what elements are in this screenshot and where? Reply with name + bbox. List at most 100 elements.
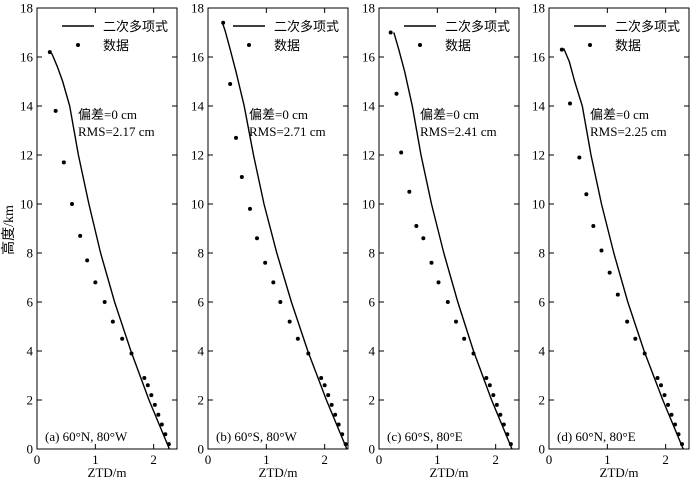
- data-point: [559, 47, 564, 52]
- x-axis-label: ZTD/m: [430, 465, 469, 480]
- panel-label: (b) 60°S, 80°W: [216, 429, 298, 444]
- data-point: [494, 402, 499, 407]
- data-point: [676, 432, 681, 437]
- plot-frame: [207, 7, 349, 450]
- y-tick-label: 0: [539, 442, 546, 457]
- y-tick-label: 2: [369, 393, 376, 408]
- y-tick-label: 4: [539, 344, 546, 359]
- data-point: [61, 160, 66, 165]
- data-point: [633, 336, 638, 341]
- data-point: [47, 50, 52, 55]
- y-tick-label: 18: [191, 1, 204, 16]
- data-point: [234, 135, 238, 140]
- data-point: [436, 280, 441, 285]
- data-point: [239, 175, 244, 180]
- bias-annotation: 偏差=0 cm: [420, 107, 479, 122]
- y-tick-label: 14: [191, 99, 205, 114]
- data-point: [271, 280, 276, 285]
- y-tick-label: 8: [198, 246, 205, 261]
- rms-annotation: RMS=2.17 cm: [78, 124, 155, 139]
- data-point: [491, 393, 496, 398]
- data-point: [584, 192, 589, 197]
- data-point: [471, 351, 476, 356]
- data-point: [615, 292, 620, 297]
- data-point: [429, 260, 434, 265]
- data-point: [501, 422, 506, 427]
- data-point: [120, 336, 125, 341]
- data-point: [343, 442, 348, 447]
- y-tick-label: 14: [362, 99, 376, 114]
- legend-point-label: 数据: [103, 38, 129, 53]
- x-tick-label: 0: [34, 452, 41, 467]
- y-tick-label: 10: [191, 197, 204, 212]
- data-point: [110, 319, 115, 324]
- data-point: [221, 20, 226, 25]
- bias-annotation: 偏差=0 cm: [78, 107, 137, 122]
- data-point: [568, 101, 572, 106]
- y-tick-label: 0: [27, 442, 34, 457]
- y-tick-label: 16: [20, 50, 34, 65]
- data-point: [445, 300, 450, 304]
- x-tick-label: 2: [492, 452, 499, 467]
- data-point: [487, 383, 492, 388]
- series-line-quadratic: [392, 32, 513, 450]
- legend-line-label: 二次多项式: [103, 19, 168, 34]
- legend-point-label: 数据: [445, 38, 471, 53]
- legend-line-label: 二次多项式: [274, 19, 339, 34]
- data-point: [662, 393, 667, 398]
- data-point: [505, 432, 510, 437]
- y-tick-label: 0: [369, 442, 376, 457]
- data-point: [680, 442, 684, 447]
- y-tick-label: 10: [532, 197, 545, 212]
- legend-line-label: 二次多项式: [615, 19, 680, 34]
- data-point: [159, 422, 164, 427]
- y-tick-label: 18: [20, 1, 33, 16]
- x-axis-label: ZTD/m: [259, 465, 298, 480]
- data-point: [669, 412, 674, 417]
- y-tick-label: 2: [27, 393, 34, 408]
- data-point: [484, 375, 489, 380]
- data-point: [498, 412, 503, 417]
- y-tick-label: 6: [369, 295, 376, 310]
- y-tick-label: 14: [532, 99, 546, 114]
- data-point: [333, 412, 338, 417]
- y-tick-label: 10: [362, 197, 375, 212]
- data-point: [319, 375, 324, 380]
- legend-line-label: 二次多项式: [445, 19, 510, 34]
- y-tick-label: 8: [27, 246, 34, 261]
- data-point: [577, 155, 582, 160]
- data-point: [666, 402, 670, 407]
- data-point: [93, 280, 98, 285]
- legend-point-swatch: [247, 43, 251, 47]
- panel-label: (d) 60°N, 80°E: [557, 429, 636, 444]
- legend-point-label: 数据: [615, 38, 641, 53]
- data-point: [329, 402, 334, 407]
- data-point: [394, 91, 399, 96]
- data-point: [607, 270, 612, 275]
- x-tick-label: 1: [434, 452, 441, 467]
- data-point: [129, 351, 134, 356]
- data-point: [421, 236, 426, 241]
- panel-label: (c) 60°S, 80°E: [387, 429, 463, 444]
- data-point: [655, 375, 660, 380]
- plot-frame: [548, 7, 690, 450]
- data-point: [322, 383, 327, 388]
- rms-annotation: RMS=2.25 cm: [590, 124, 667, 139]
- data-point: [508, 442, 513, 447]
- data-point: [156, 412, 161, 417]
- x-tick-label: 2: [321, 452, 328, 467]
- data-point: [149, 393, 154, 398]
- y-tick-label: 18: [532, 1, 545, 16]
- x-tick-label: 1: [263, 452, 270, 467]
- y-tick-label: 16: [191, 50, 205, 65]
- data-point: [295, 336, 300, 341]
- data-point: [407, 189, 412, 194]
- y-tick-label: 4: [27, 344, 34, 359]
- y-tick-label: 0: [198, 442, 205, 457]
- y-tick-label: 12: [20, 148, 33, 163]
- data-point: [659, 383, 663, 388]
